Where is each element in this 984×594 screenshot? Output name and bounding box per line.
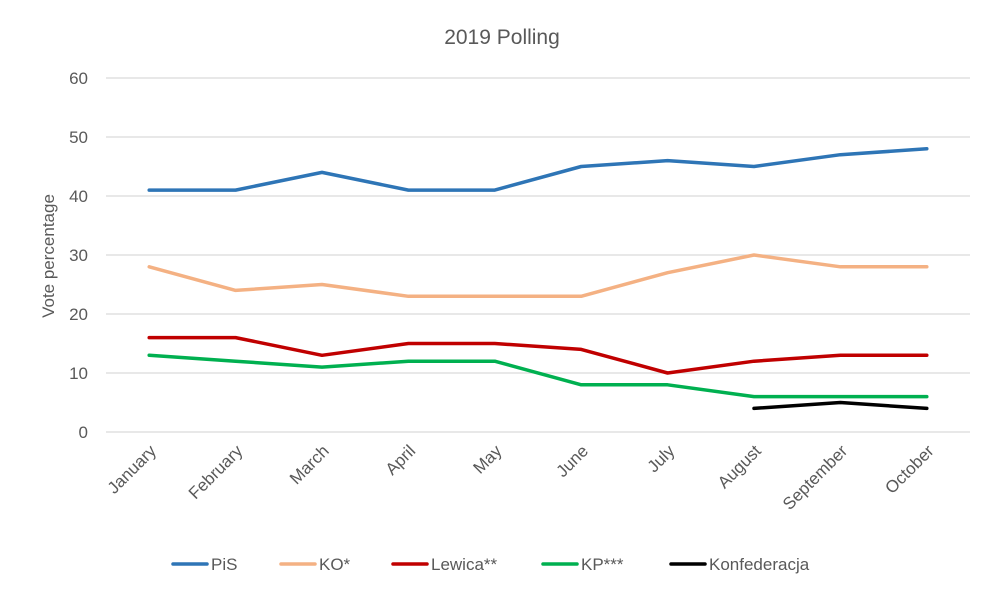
series-line-1: [147, 253, 929, 299]
x-tick-label: May: [469, 441, 505, 477]
x-tick-label: September: [779, 441, 851, 513]
chart-title: 2019 Polling: [444, 26, 560, 49]
x-tick-label: April: [382, 441, 419, 478]
legend-label: PiS: [211, 555, 237, 574]
y-tick-label: 40: [69, 187, 88, 206]
legend-label: Konfederacja: [709, 555, 810, 574]
y-tick-label: 10: [69, 364, 88, 383]
series-line-0: [147, 147, 929, 192]
x-tick-label: March: [286, 441, 333, 488]
y-tick-label: 50: [69, 128, 88, 147]
x-tick-label: August: [714, 441, 765, 492]
legend-label: Lewica**: [431, 555, 498, 574]
y-tick-label: 0: [79, 423, 88, 442]
legend-label: KP***: [581, 555, 624, 574]
y-tick-label: 20: [69, 305, 88, 324]
legend-label: KO*: [319, 555, 351, 574]
series-line-3: [147, 353, 929, 399]
series-line-2: [147, 335, 929, 375]
series-line-4: [752, 400, 929, 411]
y-tick-label: 30: [69, 246, 88, 265]
x-tick-label: January: [104, 441, 161, 498]
x-tick-label: February: [185, 441, 247, 503]
x-tick-label: July: [644, 441, 679, 476]
y-axis-label: Vote percentage: [39, 194, 58, 318]
x-tick-label: October: [881, 441, 937, 497]
y-tick-label: 60: [69, 69, 88, 88]
x-tick-label: June: [553, 441, 593, 481]
